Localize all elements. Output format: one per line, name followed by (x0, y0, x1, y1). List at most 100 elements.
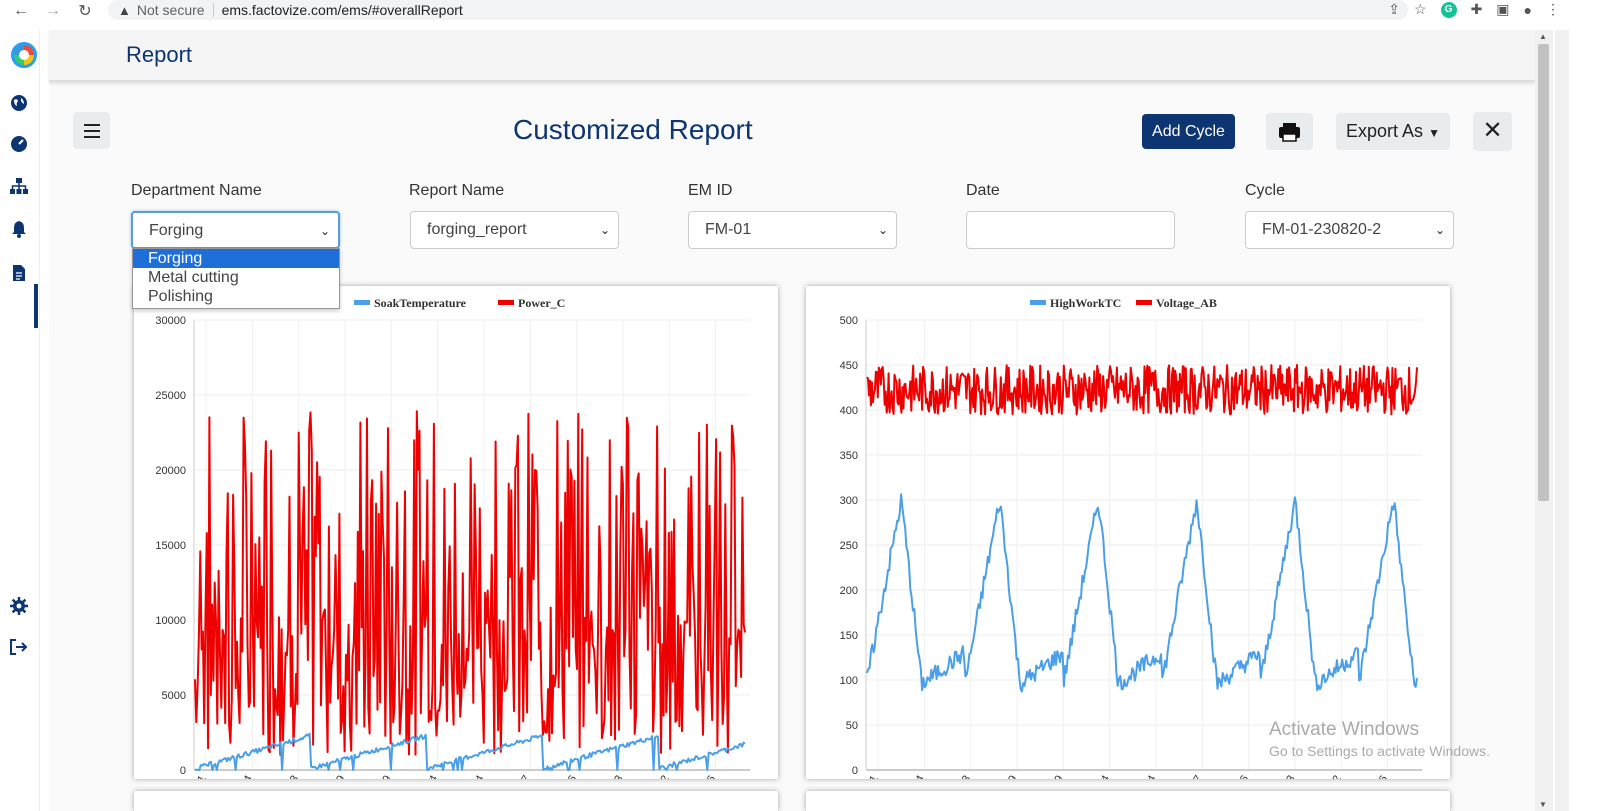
legend-swatch (1030, 300, 1046, 305)
report-document-icon[interactable] (9, 264, 29, 284)
chart-card-2: HighWorkTC Voltage_AB 0 50 100 150 200 250 300 35… (806, 286, 1450, 779)
dropdown-option-forging[interactable]: Forging (133, 249, 339, 268)
department-label: Department Name (131, 182, 262, 199)
page-header: Report (49, 30, 1535, 82)
browser-toolbar: ← → ↻ ▲ Not secure ems.factovize.com/ems… (0, 0, 1600, 22)
grammarly-extension-icon[interactable]: G (1440, 1, 1457, 18)
forward-icon[interactable]: → (45, 2, 61, 19)
reload-icon[interactable]: ↻ (78, 3, 92, 20)
series-line-Voltage_AB (866, 364, 1418, 416)
scroll-thumb[interactable] (1538, 44, 1549, 501)
url-text: ems.factovize.com/ems/#overallReport (221, 2, 463, 18)
legend-swatch (498, 300, 514, 305)
x-tick-label: 08:46 (555, 774, 579, 780)
legend-label[interactable]: SoakTemperature (374, 296, 467, 310)
scroll-down-icon[interactable]: ▼ (1539, 800, 1547, 809)
more-menu-icon[interactable]: ⋮ (1546, 1, 1560, 17)
activate-windows-watermark: Activate Windows (1269, 719, 1419, 740)
secondary-scrollbar-track (1555, 30, 1569, 811)
date-label: Date (966, 182, 1000, 199)
dropdown-option-metal-cutting[interactable]: Metal cutting (148, 269, 239, 286)
close-button[interactable]: ✕ (1473, 112, 1512, 151)
page-scrollbar[interactable]: ▲ ▼ (1535, 30, 1553, 811)
y-tick-label: 100 (840, 675, 858, 687)
scroll-up-icon[interactable]: ▲ (1539, 32, 1547, 41)
bookmark-star-icon[interactable]: ☆ (1414, 1, 1427, 17)
address-bar[interactable]: ▲ Not secure ems.factovize.com/ems/#over… (108, 0, 1408, 20)
y-tick-label: 150 (840, 630, 858, 642)
bell-icon[interactable] (9, 220, 29, 240)
not-secure-label: Not secure (136, 2, 205, 18)
logo-icon[interactable] (11, 42, 37, 68)
x-tick-label: 11:26 (1367, 774, 1391, 780)
hamburger-line (83, 129, 100, 132)
x-tick-label: 23:47 (1181, 774, 1205, 780)
chevron-down-icon: ⌄ (877, 223, 888, 237)
x-tick-label: 16:29 (1042, 774, 1066, 780)
y-tick-label: 0 (180, 765, 186, 777)
share-icon[interactable]: ⇪ (1388, 1, 1400, 17)
chevron-down-icon: ⌄ (319, 224, 330, 238)
x-tick-label: 13:42 (1320, 774, 1344, 780)
y-tick-label: 50 (846, 720, 858, 732)
legend-label[interactable]: Voltage_AB (1156, 296, 1217, 310)
chart-2: HighWorkTC Voltage_AB 0 50 100 150 200 250 300 35… (840, 296, 1422, 780)
y-tick-label: 5000 (162, 690, 186, 702)
activate-windows-subtext: Go to Settings to activate Windows. (1269, 743, 1490, 759)
export-as-label: Export As (1346, 121, 1424, 141)
x-tick-label: 08:46 (1227, 774, 1251, 780)
y-tick-label: 350 (840, 450, 858, 462)
cycle-select-value: FM-01-230820-2 (1262, 221, 1382, 238)
add-cycle-button[interactable]: Add Cycle (1142, 114, 1235, 149)
x-tick-label: 11:43 (950, 774, 974, 780)
hamburger-line (83, 135, 100, 138)
x-tick-label: 00:21 (184, 774, 208, 780)
hamburger-menu-button[interactable] (73, 112, 110, 149)
department-select-value: Forging (149, 222, 204, 239)
dashboard-gauge-icon[interactable] (9, 135, 29, 155)
x-tick-label: 04:14 (416, 774, 440, 780)
legend-label[interactable]: Power_C (518, 296, 565, 310)
x-tick-label: 04:14 (1088, 774, 1112, 780)
extensions-puzzle-icon[interactable]: ✚ (1470, 1, 1483, 17)
print-button[interactable] (1266, 113, 1313, 150)
hierarchy-icon[interactable] (9, 177, 29, 197)
globe-icon[interactable] (9, 94, 29, 114)
report-name-select[interactable]: forging_report ⌄ (410, 211, 619, 249)
chart-card-4-edge (806, 791, 1450, 811)
report-name-select-value: forging_report (427, 221, 527, 238)
profile-avatar-icon[interactable]: ● (1523, 1, 1532, 18)
back-icon[interactable]: ← (13, 2, 29, 19)
y-tick-label: 250 (840, 540, 858, 552)
settings-gear-icon[interactable] (9, 597, 29, 617)
x-tick-label: 13:42 (648, 774, 672, 780)
print-icon (1279, 123, 1300, 142)
x-tick-label: 22:13 (1273, 774, 1297, 780)
date-input[interactable] (966, 211, 1175, 249)
x-tick-label: 00:21 (856, 774, 880, 780)
legend-label[interactable]: HighWorkTC (1050, 296, 1121, 310)
y-tick-label: 10000 (155, 615, 186, 627)
x-tick-label: 11:43 (278, 774, 302, 780)
dropdown-option-polishing[interactable]: Polishing (148, 288, 213, 305)
em-id-label: EM ID (688, 182, 733, 199)
y-tick-label: 30000 (155, 315, 186, 327)
x-tick-label: 14:44 (903, 774, 927, 780)
x-tick-label: 22:13 (601, 774, 625, 780)
department-select[interactable]: Forging ⌄ (131, 211, 340, 249)
export-as-button[interactable]: Export As ▼ (1336, 113, 1450, 150)
main-content: Report Customized Report Add Cycle Expor… (49, 30, 1535, 811)
logout-icon[interactable] (9, 638, 29, 658)
cycle-select[interactable]: FM-01-230820-2 ⌄ (1245, 211, 1454, 249)
y-tick-label: 450 (840, 360, 858, 372)
y-tick-label: 25000 (155, 390, 186, 402)
x-tick-label: 09:54 (1134, 774, 1158, 780)
warning-icon: ▲ (118, 2, 131, 18)
sidepanel-icon[interactable]: ▣ (1496, 1, 1510, 17)
active-nav-indicator (34, 284, 38, 328)
series-line-SoakTemperature (194, 732, 746, 771)
em-id-select-value: FM-01 (705, 221, 752, 238)
em-id-select[interactable]: FM-01 ⌄ (688, 211, 897, 249)
x-tick-label: 05:09 (995, 774, 1019, 780)
x-tick-label: 05:09 (323, 774, 347, 780)
